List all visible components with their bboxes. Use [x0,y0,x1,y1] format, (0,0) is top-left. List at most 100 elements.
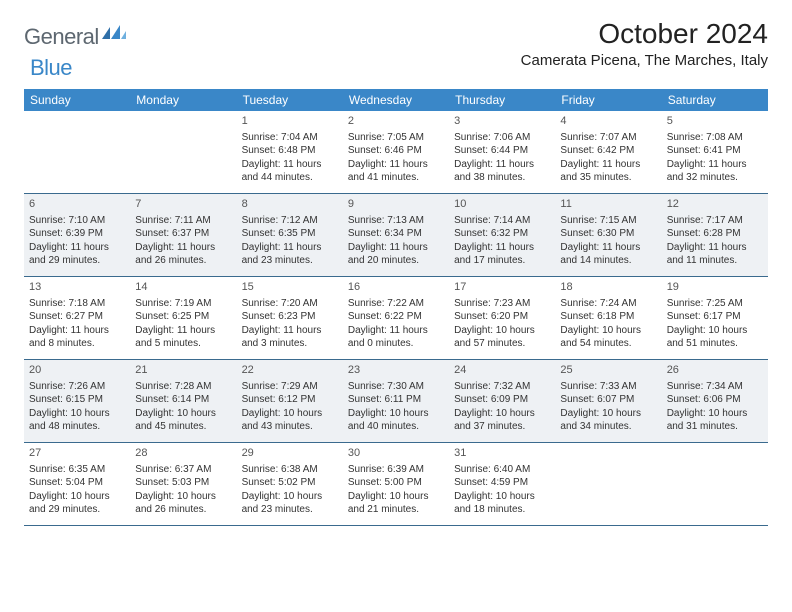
sunrise-text: Sunrise: 7:22 AM [348,297,444,311]
title-block: October 2024 Camerata Picena, The Marche… [521,18,768,69]
sunrise-text: Sunrise: 7:05 AM [348,131,444,145]
day-number: 21 [135,363,231,378]
day-number: 14 [135,280,231,295]
sunrise-text: Sunrise: 7:18 AM [29,297,125,311]
sunset-text: Sunset: 6:41 PM [667,144,763,158]
day-cell: 24Sunrise: 7:32 AMSunset: 6:09 PMDayligh… [449,360,555,442]
daylight-text: Daylight: 11 hours and 8 minutes. [29,324,125,351]
week-row: 6Sunrise: 7:10 AMSunset: 6:39 PMDaylight… [24,194,768,277]
brand-logo: General [24,24,127,50]
sunrise-text: Sunrise: 7:24 AM [560,297,656,311]
sunrise-text: Sunrise: 7:06 AM [454,131,550,145]
daylight-text: Daylight: 10 hours and 54 minutes. [560,324,656,351]
daylight-text: Daylight: 10 hours and 57 minutes. [454,324,550,351]
day-number: 3 [454,114,550,129]
sunset-text: Sunset: 6:15 PM [29,393,125,407]
daylight-text: Daylight: 10 hours and 48 minutes. [29,407,125,434]
calendar-page: General October 2024 Camerata Picena, Th… [0,0,792,546]
day-cell: 4Sunrise: 7:07 AMSunset: 6:42 PMDaylight… [555,111,661,193]
sunset-text: Sunset: 6:34 PM [348,227,444,241]
daylight-text: Daylight: 11 hours and 17 minutes. [454,241,550,268]
sunrise-text: Sunrise: 7:19 AM [135,297,231,311]
week-row: 1Sunrise: 7:04 AMSunset: 6:48 PMDaylight… [24,111,768,194]
day-number: 31 [454,446,550,461]
day-number: 27 [29,446,125,461]
daylight-text: Daylight: 10 hours and 21 minutes. [348,490,444,517]
sunrise-text: Sunrise: 6:35 AM [29,463,125,477]
sunset-text: Sunset: 4:59 PM [454,476,550,490]
sunrise-text: Sunrise: 7:07 AM [560,131,656,145]
empty-cell [130,111,236,193]
sunrise-text: Sunrise: 7:28 AM [135,380,231,394]
day-number: 1 [242,114,338,129]
day-cell: 15Sunrise: 7:20 AMSunset: 6:23 PMDayligh… [237,277,343,359]
day-number: 13 [29,280,125,295]
sunset-text: Sunset: 6:48 PM [242,144,338,158]
daylight-text: Daylight: 11 hours and 44 minutes. [242,158,338,185]
day-cell: 10Sunrise: 7:14 AMSunset: 6:32 PMDayligh… [449,194,555,276]
day-cell: 25Sunrise: 7:33 AMSunset: 6:07 PMDayligh… [555,360,661,442]
day-number: 11 [560,197,656,212]
sunrise-text: Sunrise: 7:08 AM [667,131,763,145]
sunset-text: Sunset: 6:23 PM [242,310,338,324]
day-number: 20 [29,363,125,378]
sunrise-text: Sunrise: 7:34 AM [667,380,763,394]
sunset-text: Sunset: 6:20 PM [454,310,550,324]
day-number: 24 [454,363,550,378]
sunrise-text: Sunrise: 6:39 AM [348,463,444,477]
sunset-text: Sunset: 6:35 PM [242,227,338,241]
weekday-header: Monday [130,89,236,111]
day-cell: 12Sunrise: 7:17 AMSunset: 6:28 PMDayligh… [662,194,768,276]
sunrise-text: Sunrise: 7:26 AM [29,380,125,394]
daylight-text: Daylight: 10 hours and 34 minutes. [560,407,656,434]
weekday-header: Saturday [662,89,768,111]
sunset-text: Sunset: 5:02 PM [242,476,338,490]
daylight-text: Daylight: 10 hours and 37 minutes. [454,407,550,434]
day-cell: 11Sunrise: 7:15 AMSunset: 6:30 PMDayligh… [555,194,661,276]
sunrise-text: Sunrise: 7:11 AM [135,214,231,228]
daylight-text: Daylight: 10 hours and 18 minutes. [454,490,550,517]
day-number: 30 [348,446,444,461]
day-cell: 9Sunrise: 7:13 AMSunset: 6:34 PMDaylight… [343,194,449,276]
daylight-text: Daylight: 11 hours and 3 minutes. [242,324,338,351]
sunrise-text: Sunrise: 7:33 AM [560,380,656,394]
daylight-text: Daylight: 10 hours and 51 minutes. [667,324,763,351]
sunset-text: Sunset: 5:00 PM [348,476,444,490]
day-number: 16 [348,280,444,295]
calendar-grid: Sunday Monday Tuesday Wednesday Thursday… [24,89,768,526]
sunset-text: Sunset: 6:12 PM [242,393,338,407]
sunset-text: Sunset: 6:06 PM [667,393,763,407]
day-number: 29 [242,446,338,461]
sunrise-text: Sunrise: 6:38 AM [242,463,338,477]
weekday-header: Friday [555,89,661,111]
daylight-text: Daylight: 10 hours and 45 minutes. [135,407,231,434]
day-number: 2 [348,114,444,129]
sunset-text: Sunset: 5:03 PM [135,476,231,490]
day-cell: 14Sunrise: 7:19 AMSunset: 6:25 PMDayligh… [130,277,236,359]
day-cell: 26Sunrise: 7:34 AMSunset: 6:06 PMDayligh… [662,360,768,442]
day-number: 18 [560,280,656,295]
sunrise-text: Sunrise: 6:37 AM [135,463,231,477]
day-number: 28 [135,446,231,461]
day-number: 5 [667,114,763,129]
weekday-header-row: Sunday Monday Tuesday Wednesday Thursday… [24,89,768,111]
sunrise-text: Sunrise: 7:25 AM [667,297,763,311]
sunrise-text: Sunrise: 7:13 AM [348,214,444,228]
sunrise-text: Sunrise: 7:23 AM [454,297,550,311]
sunset-text: Sunset: 6:44 PM [454,144,550,158]
sunset-text: Sunset: 6:46 PM [348,144,444,158]
daylight-text: Daylight: 11 hours and 11 minutes. [667,241,763,268]
day-cell: 2Sunrise: 7:05 AMSunset: 6:46 PMDaylight… [343,111,449,193]
brand-text-2: Blue [30,55,72,81]
week-row: 13Sunrise: 7:18 AMSunset: 6:27 PMDayligh… [24,277,768,360]
sunset-text: Sunset: 6:42 PM [560,144,656,158]
brand-text-1: General [24,24,99,50]
sunset-text: Sunset: 6:22 PM [348,310,444,324]
sunset-text: Sunset: 6:18 PM [560,310,656,324]
sunrise-text: Sunrise: 7:29 AM [242,380,338,394]
day-number: 15 [242,280,338,295]
sunset-text: Sunset: 6:11 PM [348,393,444,407]
sunset-text: Sunset: 6:28 PM [667,227,763,241]
weeks-container: 1Sunrise: 7:04 AMSunset: 6:48 PMDaylight… [24,111,768,526]
daylight-text: Daylight: 11 hours and 38 minutes. [454,158,550,185]
